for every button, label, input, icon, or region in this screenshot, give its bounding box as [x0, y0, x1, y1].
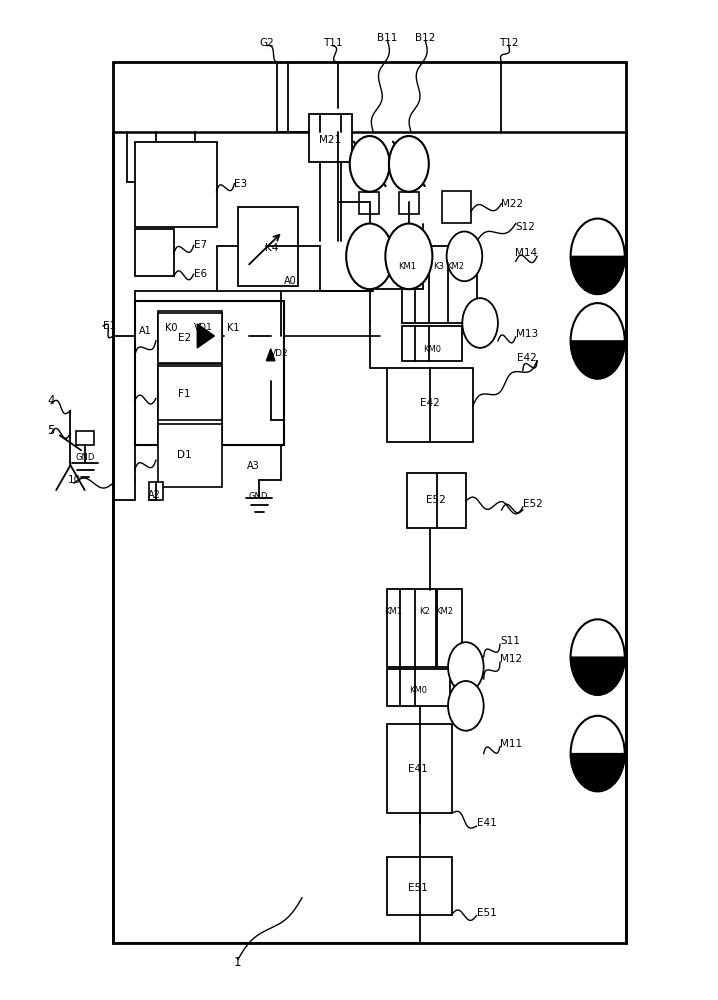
Text: S12: S12: [516, 222, 536, 232]
Bar: [402, 246, 477, 323]
Circle shape: [571, 303, 625, 379]
Text: KM1: KM1: [384, 607, 402, 616]
Bar: [113, 62, 626, 943]
Circle shape: [447, 232, 482, 281]
Text: 4: 4: [47, 394, 55, 407]
Text: F1: F1: [178, 389, 191, 399]
Text: E51: E51: [409, 883, 428, 893]
Text: E41: E41: [477, 818, 496, 828]
Text: T12: T12: [499, 38, 518, 48]
Text: B11: B11: [378, 33, 398, 43]
Text: S11: S11: [500, 636, 520, 646]
Text: VD2: VD2: [270, 349, 289, 358]
Text: D1: D1: [177, 450, 192, 460]
Text: 1: 1: [234, 956, 242, 969]
Text: 5: 5: [47, 424, 55, 437]
Text: E42: E42: [420, 398, 440, 408]
Text: A0: A0: [284, 276, 297, 286]
Circle shape: [389, 136, 429, 192]
Polygon shape: [571, 754, 625, 791]
Polygon shape: [571, 657, 625, 695]
Polygon shape: [571, 341, 625, 379]
Text: M14: M14: [515, 248, 537, 258]
Bar: [149, 482, 163, 500]
Text: M22: M22: [501, 199, 523, 209]
Bar: [399, 192, 419, 214]
Bar: [442, 191, 471, 223]
Text: E52: E52: [523, 499, 543, 509]
Text: VD1: VD1: [195, 323, 213, 332]
Bar: [388, 368, 473, 442]
Text: KM2: KM2: [436, 607, 454, 616]
Text: K3: K3: [434, 262, 444, 271]
Bar: [134, 142, 217, 227]
Circle shape: [448, 681, 484, 731]
Text: E41: E41: [409, 764, 428, 774]
Text: KM2: KM2: [446, 262, 464, 271]
Text: E6: E6: [194, 269, 207, 279]
Text: E52: E52: [426, 495, 446, 505]
Text: K4: K4: [265, 243, 278, 253]
Circle shape: [448, 642, 484, 692]
Bar: [238, 207, 299, 286]
Bar: [158, 313, 222, 363]
Bar: [309, 114, 352, 162]
Polygon shape: [266, 349, 275, 361]
Bar: [402, 326, 462, 361]
Text: K0: K0: [165, 323, 178, 333]
Text: M12: M12: [500, 654, 522, 664]
Text: KM1: KM1: [398, 262, 416, 271]
Text: GND: GND: [75, 453, 95, 462]
Bar: [388, 724, 452, 813]
Text: B12: B12: [415, 33, 435, 43]
Text: M13: M13: [516, 329, 538, 339]
Text: G2: G2: [259, 38, 274, 48]
Bar: [158, 414, 222, 442]
Text: E2: E2: [178, 333, 191, 343]
Bar: [359, 192, 379, 214]
Bar: [158, 364, 222, 412]
Text: K2: K2: [419, 607, 430, 616]
Text: A2: A2: [148, 490, 161, 500]
Bar: [158, 311, 222, 358]
Circle shape: [571, 619, 625, 695]
Text: M21: M21: [320, 135, 342, 145]
Bar: [388, 589, 462, 667]
Circle shape: [346, 224, 393, 289]
Polygon shape: [197, 324, 215, 348]
Bar: [134, 229, 174, 276]
Circle shape: [386, 224, 432, 289]
Text: E1: E1: [103, 321, 116, 331]
Text: KM0: KM0: [423, 345, 441, 354]
Text: A3: A3: [247, 461, 260, 471]
Bar: [76, 431, 94, 445]
Polygon shape: [571, 256, 625, 294]
Bar: [158, 366, 222, 420]
Text: GND: GND: [249, 492, 269, 501]
Circle shape: [571, 219, 625, 294]
Bar: [158, 424, 222, 487]
Text: E3: E3: [234, 179, 248, 189]
Text: KM0: KM0: [409, 686, 427, 695]
Bar: [134, 301, 284, 445]
Circle shape: [462, 298, 498, 348]
Text: E7: E7: [194, 240, 207, 250]
Text: T11: T11: [323, 38, 342, 48]
Circle shape: [350, 136, 390, 192]
Text: M11: M11: [500, 739, 522, 749]
Bar: [388, 669, 450, 706]
Bar: [388, 857, 452, 915]
Circle shape: [571, 716, 625, 791]
Text: K1: K1: [227, 323, 239, 333]
Bar: [407, 473, 466, 528]
Text: E51: E51: [477, 908, 496, 918]
Text: A1: A1: [139, 326, 151, 336]
Text: 10: 10: [67, 475, 80, 485]
Text: E42: E42: [518, 353, 537, 363]
